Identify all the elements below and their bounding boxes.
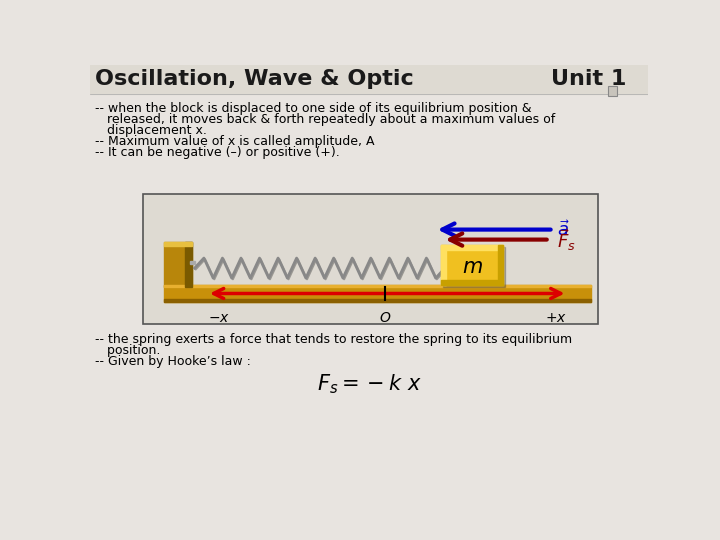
- Text: displacement x.: displacement x.: [94, 124, 207, 137]
- Text: Oscillation, Wave & Optic: Oscillation, Wave & Optic: [94, 70, 413, 90]
- Bar: [164, 299, 590, 302]
- Text: -- the spring exerts a force that tends to restore the spring to its equilibrium: -- the spring exerts a force that tends …: [94, 333, 572, 346]
- Bar: [441, 245, 503, 249]
- Text: $O$: $O$: [379, 311, 392, 325]
- Text: Unit 1: Unit 1: [551, 70, 626, 90]
- Text: $\vec{F}_s$: $\vec{F}_s$: [557, 227, 575, 253]
- Bar: [498, 245, 503, 285]
- Bar: [441, 245, 446, 285]
- Bar: [444, 247, 505, 287]
- Text: $-x$: $-x$: [207, 311, 230, 325]
- Text: -- Maximum value of x is called amplitude, A: -- Maximum value of x is called amplitud…: [94, 135, 374, 148]
- Text: position.: position.: [94, 344, 160, 357]
- Text: released, it moves back & forth repeatedly about a maximum values of: released, it moves back & forth repeated…: [94, 113, 555, 126]
- Bar: [164, 285, 590, 302]
- Bar: [143, 194, 598, 323]
- Bar: [164, 242, 192, 287]
- Text: -- when the block is displaced to one side of its equilibrium position &: -- when the block is displaced to one si…: [94, 102, 531, 115]
- Bar: [441, 280, 503, 285]
- Bar: [164, 242, 192, 246]
- Bar: [164, 285, 590, 287]
- Text: -- It can be negative (–) or positive (+).: -- It can be negative (–) or positive (+…: [94, 146, 339, 159]
- Text: $F_s = -k\ x$: $F_s = -k\ x$: [317, 373, 421, 396]
- Bar: [184, 242, 192, 287]
- Bar: [608, 86, 617, 96]
- Bar: [190, 261, 194, 264]
- Text: -- Given by Hooke’s law :: -- Given by Hooke’s law :: [94, 355, 251, 368]
- Text: $+x$: $+x$: [545, 311, 567, 325]
- Bar: [90, 65, 648, 94]
- Bar: [441, 245, 503, 285]
- Text: $m$: $m$: [462, 256, 482, 276]
- Text: $\vec{a}$: $\vec{a}$: [557, 220, 570, 240]
